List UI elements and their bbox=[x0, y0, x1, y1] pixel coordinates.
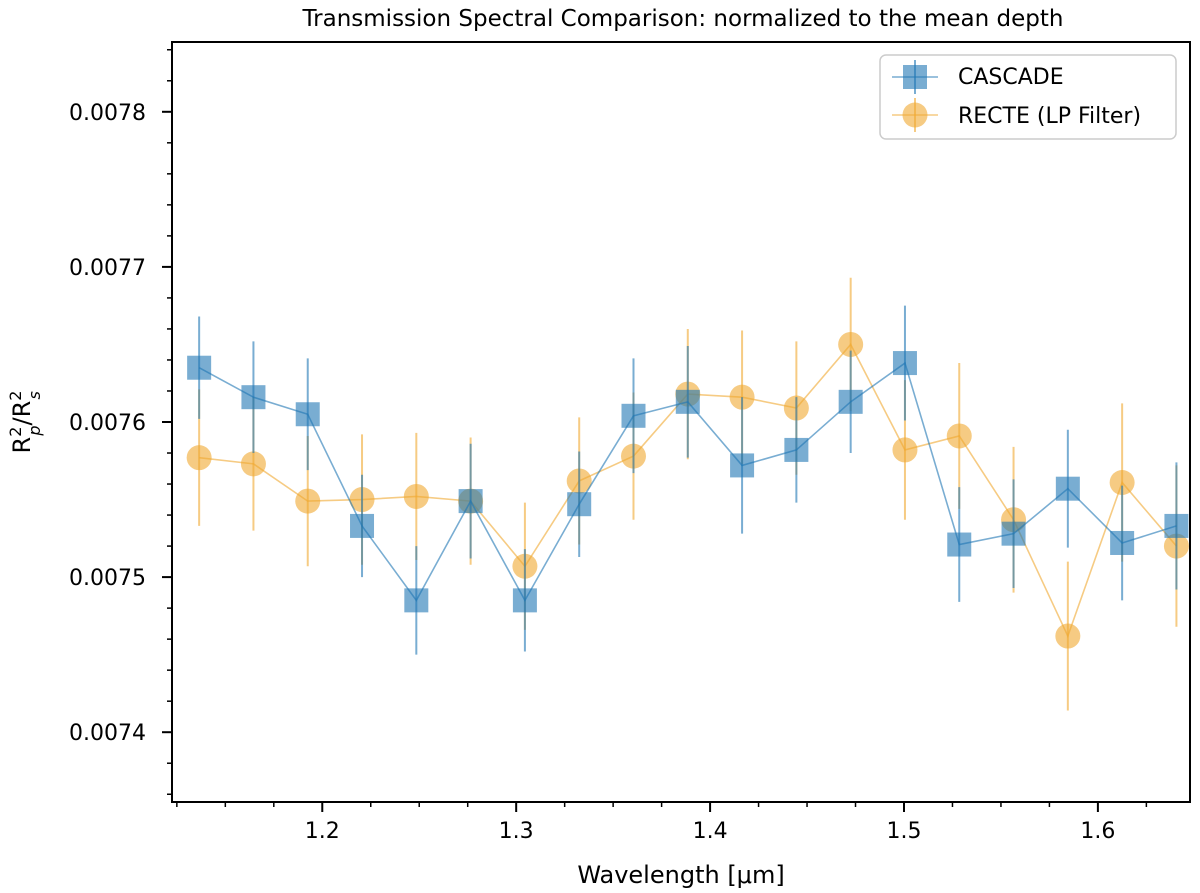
data-point bbox=[187, 355, 212, 380]
data-point bbox=[350, 513, 375, 538]
data-point bbox=[186, 445, 212, 471]
plot-frame bbox=[171, 41, 1191, 803]
series-recte bbox=[186, 277, 1189, 711]
legend-label-cascade: CASCADE bbox=[958, 65, 1064, 90]
data-point bbox=[892, 351, 917, 376]
y-tick-label: 0.0074 bbox=[69, 721, 146, 746]
y-tick-label: 0.0077 bbox=[69, 256, 146, 281]
data-point bbox=[458, 489, 483, 514]
x-tick-label: 1.2 bbox=[305, 819, 340, 844]
data-point bbox=[1055, 476, 1080, 501]
legend-marker bbox=[902, 102, 928, 128]
legend-label-recte: RECTE (LP Filter) bbox=[958, 104, 1141, 129]
x-axis-label: Wavelength [μm] bbox=[577, 861, 784, 889]
data-point bbox=[892, 437, 918, 463]
y-tick-label: 0.0076 bbox=[69, 411, 146, 436]
data-point bbox=[1109, 469, 1135, 495]
data-point bbox=[295, 402, 320, 427]
data-point bbox=[1001, 521, 1026, 546]
x-tick-label: 1.6 bbox=[1080, 819, 1115, 844]
axis-ticks: 1.2 1.3 1.4 1.5 1.6 0.0074 0.0075 0.0076 0.0077 0… bbox=[69, 49, 1148, 844]
data-point bbox=[241, 385, 266, 410]
y-tick-label: 0.0078 bbox=[69, 101, 146, 126]
x-tick-label: 1.5 bbox=[886, 819, 921, 844]
data-point bbox=[567, 492, 592, 517]
data-point bbox=[621, 403, 646, 428]
data-point bbox=[403, 483, 429, 509]
data-point bbox=[946, 423, 972, 449]
data-point bbox=[295, 488, 321, 514]
y-axis-label: R2p/R2s bbox=[6, 391, 44, 454]
legend-box bbox=[879, 54, 1177, 140]
data-point bbox=[784, 437, 809, 462]
data-point bbox=[1110, 530, 1135, 555]
data-point bbox=[1164, 513, 1189, 538]
data-point bbox=[730, 453, 755, 478]
series-cascade bbox=[187, 305, 1189, 655]
x-tick-label: 1.4 bbox=[693, 819, 728, 844]
data-point bbox=[838, 389, 863, 414]
series-layer bbox=[186, 277, 1189, 711]
legend-marker bbox=[903, 65, 927, 89]
data-point bbox=[240, 451, 266, 477]
legend: CASCADE RECTE (LP Filter) bbox=[879, 54, 1177, 140]
data-point bbox=[1055, 623, 1081, 649]
x-tick-label: 1.3 bbox=[499, 819, 534, 844]
data-point bbox=[947, 532, 972, 557]
data-point bbox=[512, 588, 537, 613]
data-point bbox=[675, 389, 700, 414]
legend-entry-recte bbox=[892, 98, 938, 132]
y-tick-label: 0.0075 bbox=[69, 566, 146, 591]
data-point bbox=[838, 331, 864, 357]
data-point bbox=[404, 588, 429, 613]
chart-title: Transmission Spectral Comparison: normal… bbox=[302, 6, 1064, 32]
legend-entry-cascade bbox=[892, 60, 938, 94]
